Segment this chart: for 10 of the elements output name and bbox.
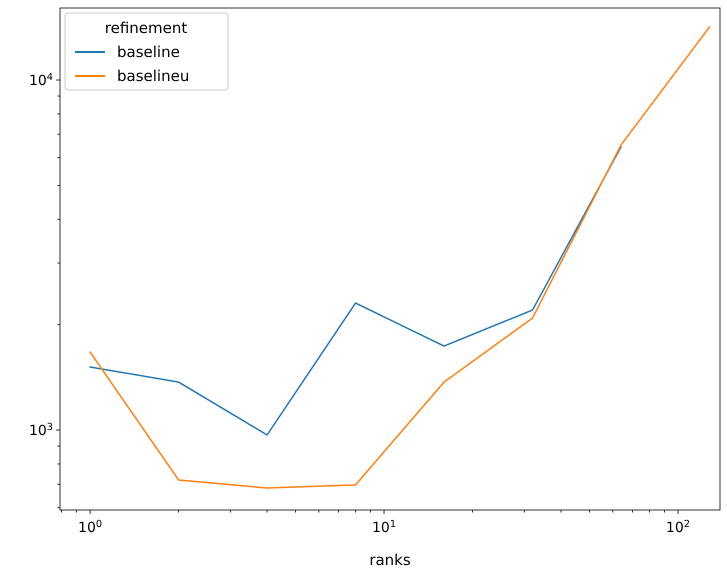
x-axis-title: ranks [369, 551, 411, 569]
legend-title: refinement [104, 19, 188, 37]
x-tick-label: 10$^{2}$ [666, 518, 690, 536]
line-series [89, 146, 622, 436]
legend-label: baselineu [117, 67, 190, 85]
y-tick-label: 10$^{4}$ [28, 72, 53, 90]
x-tick-label: 10$^{1}$ [372, 518, 396, 536]
legend-label: baseline [117, 43, 180, 61]
y-tick-label: 10$^{3}$ [28, 422, 53, 440]
x-tick-label: 10$^{0}$ [78, 518, 102, 536]
